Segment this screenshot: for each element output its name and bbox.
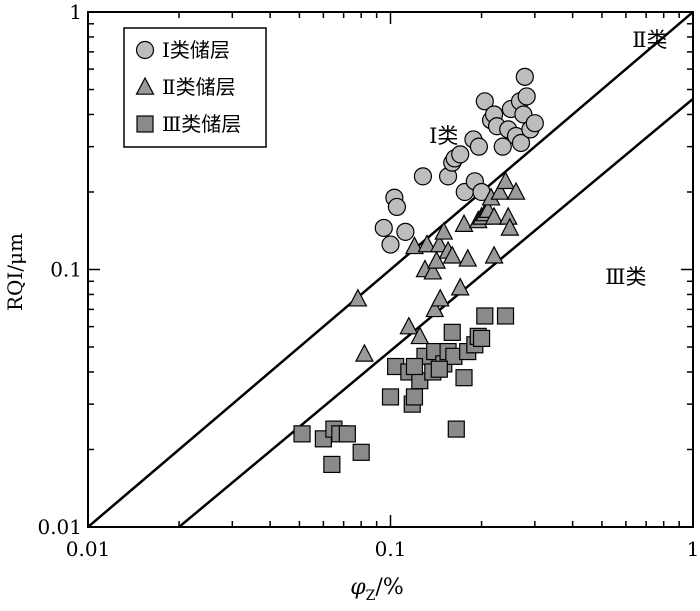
data-points [293,67,544,474]
triangle-point [506,181,526,200]
triangle-point [417,234,437,253]
triangle-point [458,248,478,267]
triangle-point [434,221,454,240]
legend-label: Ⅰ类储层 [162,38,230,62]
square-point [293,425,311,443]
circle-point [493,137,512,156]
legend-triangle-icon [135,76,155,95]
square-point [338,425,356,443]
square-point [496,307,515,325]
plot-frame [87,11,694,528]
circle-point [475,92,494,111]
triangle-point [404,236,424,255]
triangle-point [410,326,430,345]
triangle-point [427,250,447,269]
circle-point [517,87,536,106]
square-point [455,369,473,387]
x-axis-label: φZ/% [350,575,403,604]
square-point [443,323,461,341]
triangle-point [496,171,516,190]
x-axis-label-sub: Z [366,588,376,604]
square-point [430,360,448,378]
y-axis-label: RQI/μm [3,233,27,311]
square-point [476,307,494,325]
legend-label: Ⅲ类储层 [162,112,241,136]
triangle-point [450,277,470,296]
circle-point [396,222,415,241]
triangle-point [442,245,462,264]
x-tick-label: 0.01 [66,537,111,561]
circle-point [511,133,531,153]
square-point [472,329,491,348]
triangle-point [484,206,504,225]
legend-label: Ⅱ类储层 [162,75,236,99]
zone-label: Ⅱ类 [632,28,667,52]
circle-point [451,145,470,164]
y-tick-labels: 0.01 0.1 1 [37,0,82,539]
zone-label: Ⅰ类 [429,124,458,148]
square-point [405,357,424,376]
circle-point [413,167,433,186]
circle-point [374,218,393,238]
triangle-point [399,316,419,335]
boundary-line [88,12,693,527]
triangle-point [425,299,445,318]
triangle-point [430,288,450,307]
triangle-point [490,181,510,200]
y-tick-label: 1 [69,0,82,24]
circle-point [515,67,534,86]
triangle-point [454,213,474,232]
legend-circle-icon [135,40,155,60]
square-point [352,443,370,461]
legend-square-icon [136,115,154,133]
y-tick-label: 0.01 [37,515,82,539]
square-point [447,420,465,438]
x-axis-label-unit: /% [375,575,403,600]
x-tick-label: 0.1 [375,537,407,561]
square-point [381,388,400,406]
circle-point [525,114,544,133]
x-tick-labels: 0.01 0.1 1 [66,537,700,561]
x-tick-label: 1 [687,537,700,561]
y-tick-label: 0.1 [50,258,82,282]
triangle-point [484,245,504,264]
square-point [405,388,424,406]
zone-annotations: Ⅰ类 Ⅱ类 Ⅲ类 [429,28,667,289]
zone-label: Ⅲ类 [605,265,646,289]
triangle-point [348,288,368,307]
triangle-point [354,343,374,362]
triangle-point [423,261,443,280]
circle-point [381,235,400,254]
x-axis-label-main: φ [350,575,366,600]
triangle-point [429,234,449,253]
square-point [323,455,341,474]
triangle-point [500,217,520,236]
legend: Ⅰ类储层 Ⅱ类储层 Ⅲ类储层 [123,27,267,148]
circle-point [387,197,407,217]
circle-point [469,137,489,156]
